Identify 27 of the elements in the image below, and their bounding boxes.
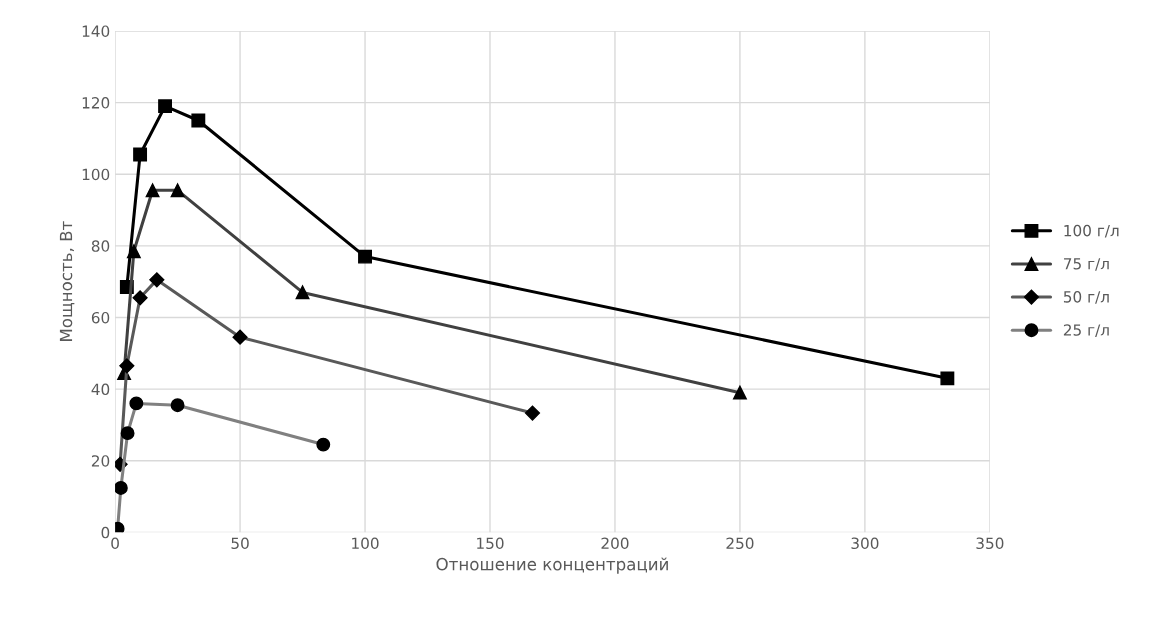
y-tick-label: 120 bbox=[82, 97, 110, 109]
point bbox=[940, 371, 955, 386]
x-tick-label: 350 bbox=[976, 537, 1004, 550]
legend-label: 50 г/л bbox=[1063, 291, 1109, 304]
point bbox=[191, 113, 206, 128]
point bbox=[358, 249, 372, 264]
x-tick-label: 150 bbox=[477, 537, 504, 550]
x-tick-label: 250 bbox=[726, 537, 754, 550]
legend-label: 100 г/л bbox=[1064, 224, 1119, 238]
y-axis-title: Мощность, Вт bbox=[59, 221, 75, 341]
legend-label: 75 г/л bbox=[1064, 258, 1109, 271]
x-tick-label: 50 bbox=[231, 537, 249, 550]
x-tick-label: 200 bbox=[601, 537, 629, 550]
y-tick-label: 100 bbox=[82, 168, 110, 181]
legend-label: 25 г/л bbox=[1063, 324, 1109, 337]
point bbox=[158, 99, 173, 114]
y-tick-label: 20 bbox=[91, 455, 110, 467]
x-tick-label: 100 bbox=[352, 537, 379, 550]
y-tick-label: 40 bbox=[91, 383, 110, 396]
x-tick-label: 300 bbox=[851, 537, 879, 550]
x-tick-label: 0 bbox=[111, 537, 119, 550]
y-tick-label: 140 bbox=[82, 25, 110, 37]
y-tick-label: 80 bbox=[91, 240, 110, 252]
x-axis-title: Отношение концентраций bbox=[436, 557, 668, 574]
y-tick-label: 60 bbox=[91, 311, 110, 324]
y-tick-label: 0 bbox=[101, 526, 110, 539]
point bbox=[133, 147, 148, 162]
